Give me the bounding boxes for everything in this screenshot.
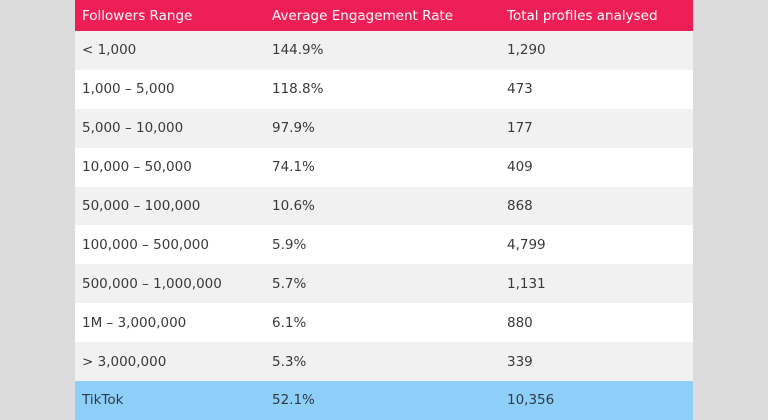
followers-range-cell: 10,000 – 50,000: [82, 159, 192, 176]
followers-range-cell: < 1,000: [82, 42, 137, 59]
engagement-rate-cell: 144.9%: [272, 42, 324, 59]
followers-range-cell: 1M – 3,000,000: [82, 314, 187, 331]
header-engagement-rate: Average Engagement Rate: [272, 7, 454, 24]
table-row: > 3,000,000 5.3% 339: [75, 342, 693, 382]
total-row: TikTok 52.1% 10,356: [75, 381, 693, 420]
total-profiles: 10,356: [507, 392, 555, 409]
profiles-cell: 1,131: [507, 275, 546, 292]
total-engagement: 52.1%: [272, 392, 315, 409]
engagement-rate-cell: 118.8%: [272, 81, 324, 98]
engagement-rate-cell: 10.6%: [272, 198, 315, 214]
table-row: < 1,000 144.9% 1,290: [75, 31, 693, 70]
engagement-rate-cell: 6.1%: [272, 314, 307, 331]
profiles-cell: 409: [507, 159, 533, 176]
total-label: TikTok: [82, 392, 124, 409]
table-row: 100,000 – 500,000 5.9% 4,799: [75, 225, 693, 265]
profiles-cell: 868: [507, 198, 533, 214]
followers-range-cell: 500,000 – 1,000,000: [82, 275, 222, 292]
header-total-profiles: Total profiles analysed: [507, 7, 658, 24]
table-row: 5,000 – 10,000 97.9% 177: [75, 108, 693, 148]
engagement-rate-cell: 97.9%: [272, 120, 315, 137]
engagement-table: Followers Range Average Engagement Rate …: [75, 0, 693, 420]
followers-range-cell: 100,000 – 500,000: [82, 236, 209, 253]
table-row: 50,000 – 100,000 10.6% 868: [75, 186, 693, 226]
engagement-rate-cell: 74.1%: [272, 159, 315, 176]
engagement-rate-cell: 5.7%: [272, 275, 307, 292]
table-row: 500,000 – 1,000,000 5.7% 1,131: [75, 264, 693, 304]
table-row: 10,000 – 50,000 74.1% 409: [75, 147, 693, 187]
followers-range-cell: > 3,000,000: [82, 353, 167, 370]
profiles-cell: 339: [507, 353, 533, 370]
engagement-rate-cell: 5.9%: [272, 236, 307, 253]
followers-range-cell: 50,000 – 100,000: [82, 198, 201, 214]
table-row: 1,000 – 5,000 118.8% 473: [75, 69, 693, 109]
profiles-cell: 880: [507, 314, 533, 331]
header-followers-range: Followers Range: [82, 7, 193, 24]
followers-range-cell: 5,000 – 10,000: [82, 120, 184, 137]
profiles-cell: 1,290: [507, 42, 546, 59]
profiles-cell: 177: [507, 120, 533, 137]
table-header: Followers Range Average Engagement Rate …: [75, 0, 693, 31]
followers-range-cell: 1,000 – 5,000: [82, 81, 175, 98]
profiles-cell: 473: [507, 81, 533, 98]
table-row: 1M – 3,000,000 6.1% 880: [75, 303, 693, 343]
profiles-cell: 4,799: [507, 236, 546, 253]
engagement-rate-cell: 5.3%: [272, 353, 307, 370]
